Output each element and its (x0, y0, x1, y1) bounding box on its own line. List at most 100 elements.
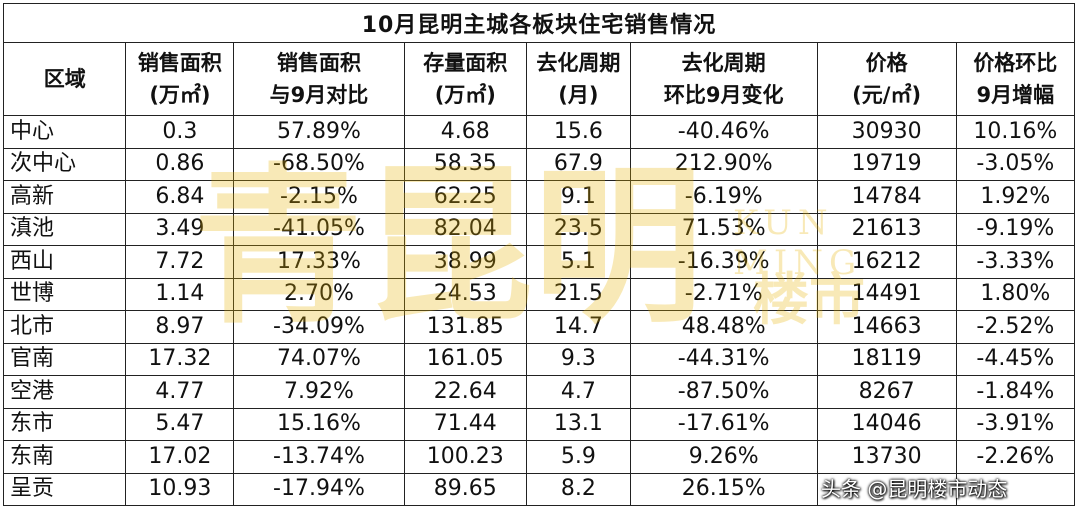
value-cell: 14784 (816, 180, 957, 214)
region-cell: 高新 (2, 180, 127, 214)
value-cell: 8.2 (526, 472, 631, 506)
value-cell: -17.61% (629, 407, 818, 441)
value-cell: 14491 (816, 277, 957, 311)
column-header: 销售面积 (万㎡) (125, 42, 235, 116)
value-cell: -40.46% (629, 115, 818, 149)
column-header-line: 价格 (865, 51, 908, 75)
value-cell: 8267 (816, 375, 957, 409)
value-cell: -2.26% (955, 440, 1076, 474)
table-row: 高新 6.84 -2.15% 62.25 9.1 -6.19% 14784 1.92% (2, 180, 1076, 214)
value-cell: 57.89% (233, 115, 405, 149)
value-cell: 10.16% (955, 115, 1076, 149)
table-body: 中心 0.3 57.89% 4.68 15.6 -40.46% 30930 10.16% 次中心… (2, 115, 1076, 506)
value-cell: 89.65 (403, 472, 528, 506)
value-cell: 1.80% (955, 277, 1076, 311)
column-header: 价格环比 9月增幅 (955, 42, 1076, 116)
value-cell: 1.92% (955, 180, 1076, 214)
value-cell: 17.33% (233, 245, 405, 279)
value-cell: 38.99 (403, 245, 528, 279)
column-header-line: (元/㎡) (852, 83, 922, 107)
column-header: 去化周期环比9月变化 (629, 42, 818, 116)
value-cell: -3.91% (955, 407, 1076, 441)
value-cell: -3.05% (955, 147, 1076, 181)
value-cell: 212.90% (629, 147, 818, 181)
table-row: 滇池 3.49 -41.05% 82.04 23.5 71.53% 21613 -9.19% (2, 212, 1076, 246)
value-cell: -34.09% (233, 310, 405, 344)
value-cell: 10.93 (125, 472, 235, 506)
column-header-line: 去化周期 (681, 51, 766, 75)
column-header-line: 与9月对比 (269, 83, 369, 107)
value-cell: 17.32 (125, 342, 235, 376)
value-cell (816, 472, 957, 506)
region-cell: 东南 (2, 440, 127, 474)
value-cell: 19719 (816, 147, 957, 181)
value-cell: 14046 (816, 407, 957, 441)
column-header-line: 销售面积 (137, 51, 222, 75)
value-cell: 17.02 (125, 440, 235, 474)
table-row: 西山 7.72 17.33% 38.99 5.1 -16.39% 16212 -3.33% (2, 245, 1076, 279)
value-cell: 21613 (816, 212, 957, 246)
value-cell: -17.94% (233, 472, 405, 506)
value-cell: -41.05% (233, 212, 405, 246)
table-row: 东南 17.02 -13.74% 100.23 5.9 9.26% 13730 -2.26% (2, 440, 1076, 474)
column-header-line: 去化周期 (536, 51, 621, 75)
value-cell: 5.47 (125, 407, 235, 441)
column-header-line: 销售面积 (276, 51, 361, 75)
value-cell: 67.9 (526, 147, 631, 181)
value-cell: 74.07% (233, 342, 405, 376)
value-cell: -68.50% (233, 147, 405, 181)
column-header-line: (万㎡) (434, 83, 496, 107)
sales-table: 10月昆明主城各板块住宅销售情况 区域 销售面积 (万㎡) 销售面积 与9月对比 存量面积… (2, 3, 1076, 506)
table-title: 10月昆明主城各板块住宅销售情况 (3, 3, 1075, 43)
value-cell: 131.85 (403, 310, 528, 344)
value-cell: 100.23 (403, 440, 528, 474)
value-cell: 14.7 (526, 310, 631, 344)
value-cell: 4.7 (526, 375, 631, 409)
column-header-line: (月) (558, 83, 599, 107)
value-cell: -2.71% (629, 277, 818, 311)
value-cell: 5.1 (526, 245, 631, 279)
region-cell: 滇池 (2, 212, 127, 246)
value-cell: 22.64 (403, 375, 528, 409)
column-header: 存量面积 (万㎡) (403, 42, 528, 116)
column-header-line: 存量面积 (423, 51, 508, 75)
value-cell: 71.44 (403, 407, 528, 441)
value-cell: -2.52% (955, 310, 1076, 344)
region-cell: 空港 (2, 375, 127, 409)
value-cell: 9.1 (526, 180, 631, 214)
value-cell: 3.49 (125, 212, 235, 246)
table-row: 东市 5.47 15.16% 71.44 13.1 -17.61% 14046 -3.91% (2, 407, 1076, 441)
region-cell: 世博 (2, 277, 127, 311)
value-cell: 13.1 (526, 407, 631, 441)
value-cell: 15.6 (526, 115, 631, 149)
value-cell: 71.53% (629, 212, 818, 246)
value-cell: 2.70% (233, 277, 405, 311)
column-header-line: 环比9月变化 (663, 83, 784, 107)
table-row: 空港 4.77 7.92% 22.64 4.7 -87.50% 8267 -1.84% (2, 375, 1076, 409)
value-cell: 9.3 (526, 342, 631, 376)
value-cell: -16.39% (629, 245, 818, 279)
value-cell: 5.9 (526, 440, 631, 474)
value-cell: -44.31% (629, 342, 818, 376)
value-cell: 0.86 (125, 147, 235, 181)
table-row: 世博 1.14 2.70% 24.53 21.5 -2.71% 14491 1.80% (2, 277, 1076, 311)
column-header: 区域 (2, 42, 127, 116)
column-header-line: (万㎡) (149, 83, 211, 107)
table-row: 北市 8.97 -34.09% 131.85 14.7 48.48% 14663 -2.52% (2, 310, 1076, 344)
table-row: 中心 0.3 57.89% 4.68 15.6 -40.46% 30930 10.16% (2, 115, 1076, 149)
region-cell: 北市 (2, 310, 127, 344)
region-cell: 西山 (2, 245, 127, 279)
value-cell: 8.97 (125, 310, 235, 344)
value-cell: 4.77 (125, 375, 235, 409)
value-cell: 18119 (816, 342, 957, 376)
column-header-line: 价格环比 (973, 51, 1058, 75)
value-cell: 161.05 (403, 342, 528, 376)
region-cell: 次中心 (2, 147, 127, 181)
value-cell: 21.5 (526, 277, 631, 311)
value-cell: 30930 (816, 115, 957, 149)
value-cell: 9.26% (629, 440, 818, 474)
value-cell: -87.50% (629, 375, 818, 409)
value-cell: 15.16% (233, 407, 405, 441)
value-cell: 4.68 (403, 115, 528, 149)
value-cell: -4.45% (955, 342, 1076, 376)
